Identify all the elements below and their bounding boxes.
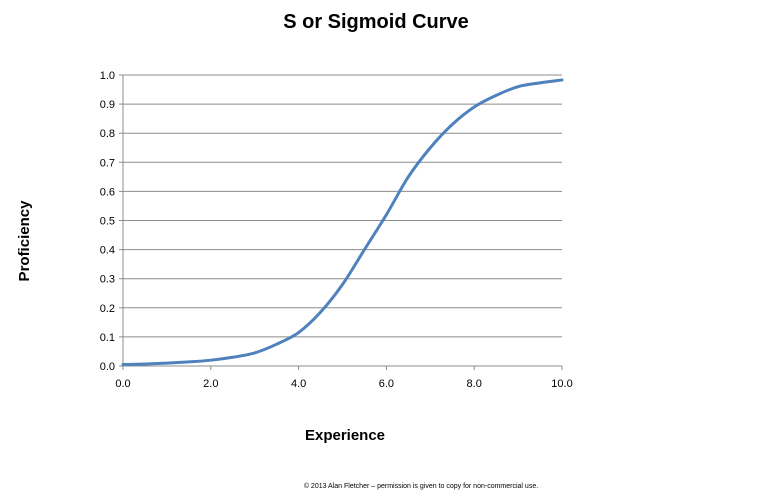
gridlines [123,74,562,338]
y-tick-labels: 0.0 0.1 0.2 0.3 0.4 0.5 0.6 0.7 0.8 0.9 1.0 [100,70,115,373]
y-tick-label: 0.7 [100,157,115,169]
y-axis-title: Proficiency [16,200,33,282]
y-tick-label: 0.8 [100,128,115,140]
y-tick-label: 1.0 [100,70,115,82]
x-tick-label: 8.0 [467,378,482,390]
x-tick-label: 4.0 [291,378,306,390]
y-tick-label: 0.0 [100,361,115,373]
series-line-0 [121,78,564,367]
x-tick-label: 0.0 [115,378,130,390]
y-tick-label: 0.1 [100,332,115,344]
y-tick-label: 0.9 [100,99,115,111]
chart-title: S or Sigmoid Curve [283,11,469,33]
y-tick-label: 0.2 [100,303,115,315]
x-axis-title: Experience [305,427,385,444]
x-tick-label: 2.0 [203,378,218,390]
y-tick-label: 0.5 [100,216,115,228]
series-layer [121,78,564,367]
y-tick-label: 0.6 [100,186,115,198]
y-tick-label: 0.4 [100,245,115,257]
x-tick-label: 10.0 [551,378,572,390]
copyright-footnote: © 2013 Alan Fletcher – permission is giv… [304,482,538,490]
axes [119,74,563,370]
x-tick-labels: 0.0 2.0 4.0 6.0 8.0 10.0 [115,378,572,390]
y-tick-label: 0.3 [100,274,115,286]
x-tick-label: 6.0 [379,378,394,390]
